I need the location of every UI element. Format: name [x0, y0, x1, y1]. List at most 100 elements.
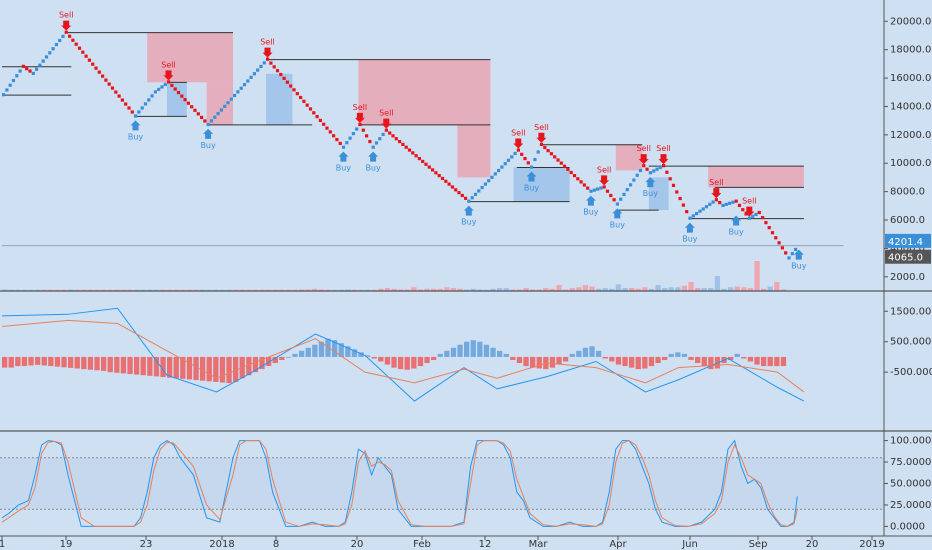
volume-bar	[365, 289, 371, 291]
macd-histogram-bar	[41, 356, 47, 366]
volume-bar	[530, 289, 536, 291]
renko-brick	[708, 202, 712, 206]
volume-bar	[431, 288, 437, 291]
renko-brick	[302, 99, 306, 103]
volume-bar	[114, 289, 120, 291]
renko-brick	[176, 90, 181, 95]
macd-histogram-bar	[424, 356, 430, 364]
volume-bar	[134, 289, 140, 291]
renko-brick	[761, 215, 765, 220]
renko-brick	[774, 236, 778, 240]
renko-brick	[150, 94, 154, 98]
x-tick-label: Mar	[529, 539, 549, 550]
renko-brick	[424, 162, 428, 166]
renko-brick	[671, 183, 676, 187]
renko-brick	[695, 211, 699, 216]
renko-brick	[332, 134, 336, 138]
volume-bar	[622, 288, 628, 291]
macd-histogram-bar	[497, 350, 503, 357]
volume-bar	[226, 289, 232, 291]
renko-brick	[117, 94, 121, 98]
macd-histogram-bar	[305, 347, 311, 357]
macd-histogram-bar	[351, 349, 358, 357]
buy-signal-label: Buy	[461, 218, 477, 227]
macd-histogram-bar	[536, 356, 542, 369]
renko-brick	[556, 158, 560, 162]
x-tick-label: 2018	[209, 539, 234, 550]
macd-histogram-bar	[523, 356, 529, 367]
volume-bar	[635, 288, 641, 291]
volume-bar	[266, 289, 272, 291]
sell-arrow-icon	[262, 47, 273, 58]
renko-brick	[87, 58, 91, 62]
buy-arrow-icon	[731, 215, 742, 226]
volume-bar	[299, 289, 305, 291]
renko-brick	[140, 106, 144, 110]
macd-histogram-bar	[371, 356, 377, 359]
macd-histogram-bar	[365, 355, 371, 357]
renko-brick	[411, 151, 415, 155]
x-tick-label: 2019	[859, 539, 884, 550]
price-tick-label: 12000.0	[890, 130, 931, 141]
renko-brick	[635, 173, 639, 177]
buy-zone	[648, 177, 669, 211]
macd-histogram-bar	[147, 356, 153, 376]
renko-brick	[526, 161, 530, 165]
macd-histogram-bar	[87, 356, 94, 370]
macd-histogram-bar	[642, 356, 648, 369]
x-tick-label: 8	[273, 539, 279, 550]
renko-brick	[236, 90, 240, 94]
renko-brick	[450, 185, 454, 189]
renko-brick	[605, 189, 610, 193]
buy-signal-label: Buy	[682, 235, 698, 244]
renko-brick	[358, 122, 362, 127]
macd-histogram-bar	[503, 353, 509, 357]
macd-histogram-bar	[266, 356, 272, 367]
volume-bar	[457, 288, 463, 291]
volume-bar	[140, 289, 146, 291]
renko-brick	[381, 132, 385, 137]
volume-bar	[213, 289, 219, 291]
sell-signal-label: Sell	[59, 11, 73, 20]
macd-histogram-bar	[516, 356, 523, 364]
renko-brick	[536, 150, 540, 154]
renko-brick	[38, 63, 42, 67]
renko-brick	[645, 167, 649, 171]
renko-brick	[203, 119, 207, 123]
renko-brick	[714, 198, 718, 202]
macd-histogram-bar	[655, 356, 661, 364]
macd-histogram-bar	[589, 346, 595, 357]
renko-brick	[632, 178, 636, 182]
renko-brick	[579, 180, 583, 184]
renko-brick	[384, 128, 388, 132]
renko-brick	[127, 106, 131, 110]
macd-histogram-bar	[556, 356, 562, 365]
x-tick-label: Feb	[413, 539, 431, 550]
renko-brick	[744, 212, 748, 216]
macd-histogram-bar	[549, 356, 556, 368]
macd-histogram-bar	[279, 356, 285, 360]
volume-bar	[292, 289, 298, 291]
volume-bar	[200, 289, 206, 291]
renko-brick	[602, 185, 606, 189]
volume-bar	[582, 285, 589, 291]
volume-bar	[233, 289, 239, 291]
renko-brick	[35, 67, 39, 71]
renko-brick	[183, 98, 187, 102]
renko-brick	[612, 198, 616, 202]
renko-brick	[223, 104, 227, 108]
buy-arrow-icon	[130, 120, 141, 131]
sell-arrow-icon	[658, 154, 669, 165]
macd-histogram-bar	[140, 356, 146, 376]
volume-bar	[325, 289, 331, 291]
signals-layer: Sell Buy Sell Buy Sell Buy Sell Buy Sell Buy Sell B…	[59, 11, 807, 271]
renko-brick	[239, 86, 243, 90]
macd-histogram-bar	[48, 356, 54, 367]
macd-histogram-bar	[312, 344, 318, 357]
renko-brick	[18, 69, 22, 73]
renko-brick	[500, 165, 504, 169]
renko-brick	[5, 88, 9, 92]
macd-histogram-bar	[219, 356, 226, 383]
renko-brick	[160, 85, 164, 89]
